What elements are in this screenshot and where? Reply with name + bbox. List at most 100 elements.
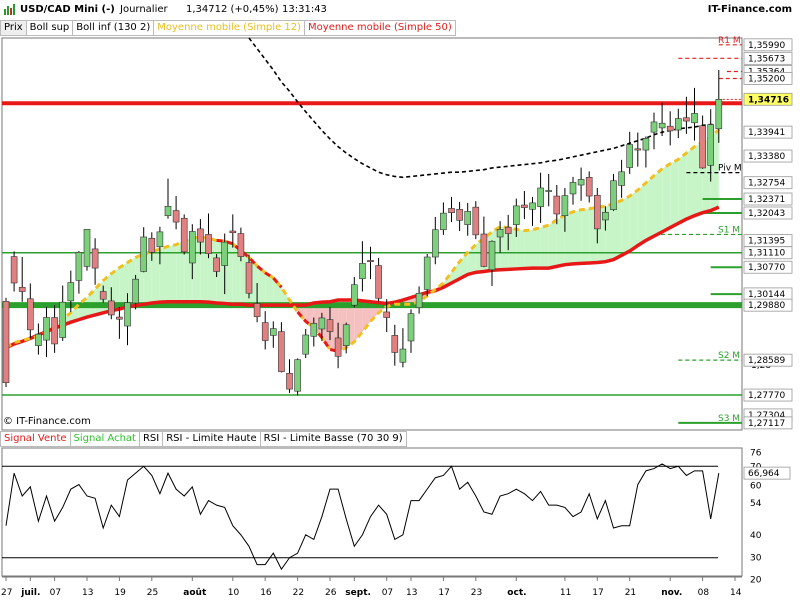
- candle: [683, 96, 690, 134]
- candle: [350, 277, 358, 308]
- candle: [116, 307, 123, 339]
- ma-fill-segment: [111, 267, 120, 311]
- candle: [148, 232, 156, 261]
- candle: [464, 202, 472, 236]
- candle-body: [148, 237, 156, 253]
- date-tick-label-10: 26: [325, 588, 337, 598]
- candle-body: [618, 171, 625, 186]
- candle-body: [213, 257, 220, 272]
- candle: [626, 131, 634, 174]
- rsi-indicator-tab-0[interactable]: Signal Vente: [0, 431, 71, 447]
- candle-body: [237, 233, 245, 257]
- date-tick-label-14: 17: [438, 588, 449, 598]
- candle: [391, 324, 399, 366]
- ma-fill-segment: [613, 200, 622, 260]
- candle: [504, 214, 512, 251]
- rsi-indicator-tab-2[interactable]: RSI: [138, 431, 164, 447]
- price-level-box-9: [743, 206, 793, 220]
- pivot-label-10: S2 M: [718, 351, 740, 361]
- candle-body: [456, 208, 463, 221]
- candle-body: [334, 337, 342, 357]
- candle: [43, 306, 50, 358]
- price-level-label-14: 1,29880: [748, 301, 785, 311]
- price-level-label-8: 1,32371: [748, 195, 785, 205]
- candle-body: [634, 148, 642, 151]
- candle-body: [691, 113, 698, 124]
- candle-body: [666, 125, 674, 132]
- candle-body: [650, 121, 658, 133]
- candle: [286, 359, 293, 393]
- indicator-tab-0[interactable]: Prix: [0, 20, 27, 36]
- candle-body: [205, 234, 212, 254]
- candle-body: [286, 373, 293, 390]
- candle: [221, 233, 228, 295]
- date-tick-label-18: 17: [592, 588, 603, 598]
- indicator-tab-3[interactable]: Moyenne mobile (Simple 12): [153, 20, 306, 36]
- candle: [658, 102, 666, 136]
- candle-body: [326, 319, 334, 332]
- candle-body: [512, 205, 520, 225]
- price-level-box-1: [743, 51, 793, 65]
- candle: [99, 285, 107, 303]
- price-level-box-4: [743, 92, 793, 106]
- ma-fill-segment: [540, 225, 549, 269]
- candle-body: [108, 300, 115, 316]
- candle: [707, 109, 715, 182]
- sma12-down-segment-1: [296, 310, 339, 353]
- candle-body: [399, 348, 407, 363]
- candle-body: [75, 252, 83, 281]
- rsi-chart[interactable]: 7670605440302066,96427juil.07131925août1…: [0, 446, 800, 600]
- candle: [480, 216, 488, 268]
- ma-fill-segment: [645, 175, 654, 241]
- indicator-tab-4[interactable]: Moyenne mobile (Simple 50): [304, 20, 456, 36]
- candle: [189, 224, 196, 280]
- candle: [132, 274, 139, 310]
- candle-body: [658, 122, 666, 129]
- chart-credit: © IT-Finance.com: [3, 416, 91, 427]
- ma-fill-segment: [459, 252, 468, 279]
- candle-body: [91, 248, 99, 269]
- candle-body: [278, 331, 285, 372]
- candle: [51, 305, 58, 353]
- candle-body: [383, 311, 391, 318]
- candle-body: [180, 217, 188, 253]
- ma-fill-segment: [176, 240, 185, 302]
- candle-body: [18, 286, 26, 292]
- candle: [650, 112, 658, 150]
- site-name[interactable]: IT-Finance.com: [707, 4, 792, 15]
- candle: [140, 227, 147, 273]
- candle: [431, 216, 439, 265]
- candle: [278, 322, 285, 373]
- candle-body: [359, 263, 366, 280]
- rsi-axis-label-5: 30: [750, 554, 762, 564]
- rsi-indicator-tab-3[interactable]: RSI - Limite Haute: [162, 431, 261, 447]
- ma-fill-segment: [548, 219, 557, 269]
- indicator-tab-2[interactable]: Boll inf (130 2): [72, 20, 155, 36]
- rsi-current-box: [743, 466, 791, 480]
- candle: [634, 132, 642, 167]
- rsi-indicator-tab-4[interactable]: RSI - Limite Basse (70 30 9): [259, 431, 407, 447]
- candle: [294, 358, 301, 396]
- candle-body: [10, 256, 18, 284]
- price-level-label-11: 1,31110: [748, 249, 785, 259]
- candle: [180, 214, 188, 255]
- ma-fill-segment: [119, 262, 128, 309]
- ma-fill-segment: [629, 190, 638, 252]
- indicator-tab-1[interactable]: Boll sup: [25, 20, 74, 36]
- candle: [415, 286, 423, 314]
- quote-time: 13:31:43: [282, 4, 327, 15]
- date-tick-label-13: 13: [406, 588, 417, 598]
- candle-body: [132, 278, 139, 304]
- pivot-label-11: S3 M: [718, 414, 740, 424]
- candle-body: [302, 334, 310, 355]
- rsi-line: [5, 463, 720, 571]
- candle-body: [116, 316, 123, 320]
- candle-body: [245, 262, 253, 294]
- rsi-indicator-tab-1[interactable]: Signal Achat: [69, 431, 140, 447]
- price-level-box-0: [743, 38, 793, 52]
- candle-body: [172, 210, 180, 223]
- price-level-box-8: [743, 192, 793, 206]
- candle-body: [561, 195, 569, 216]
- ma-fill-segment: [321, 301, 330, 350]
